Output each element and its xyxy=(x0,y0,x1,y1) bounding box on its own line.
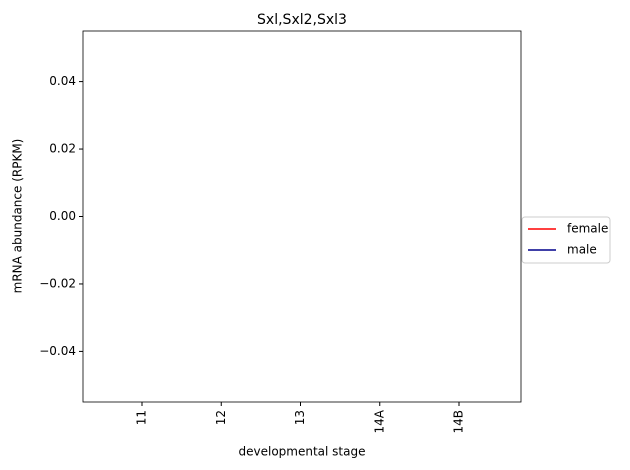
legend-label: female xyxy=(567,222,608,236)
x-tick-label: 14A xyxy=(372,409,386,433)
chart-title: Sxl,Sxl2,Sxl3 xyxy=(257,12,347,28)
x-tick-label: 11 xyxy=(135,410,149,425)
x-tick-label: 14B xyxy=(452,410,466,434)
legend-label: male xyxy=(567,243,597,257)
x-axis-label: developmental stage xyxy=(239,445,366,459)
y-tick-label: 0.04 xyxy=(49,74,76,88)
y-axis-label: mRNA abundance (RPKM) xyxy=(11,139,25,294)
x-tick-label: 13 xyxy=(293,410,307,425)
y-tick-label: −0.04 xyxy=(39,344,76,358)
y-tick-label: 0.00 xyxy=(49,209,76,223)
x-tick-label: 12 xyxy=(214,410,228,425)
plot-frame xyxy=(82,30,522,403)
y-tick-label: 0.02 xyxy=(49,142,76,156)
y-tick-label: −0.02 xyxy=(39,276,76,290)
